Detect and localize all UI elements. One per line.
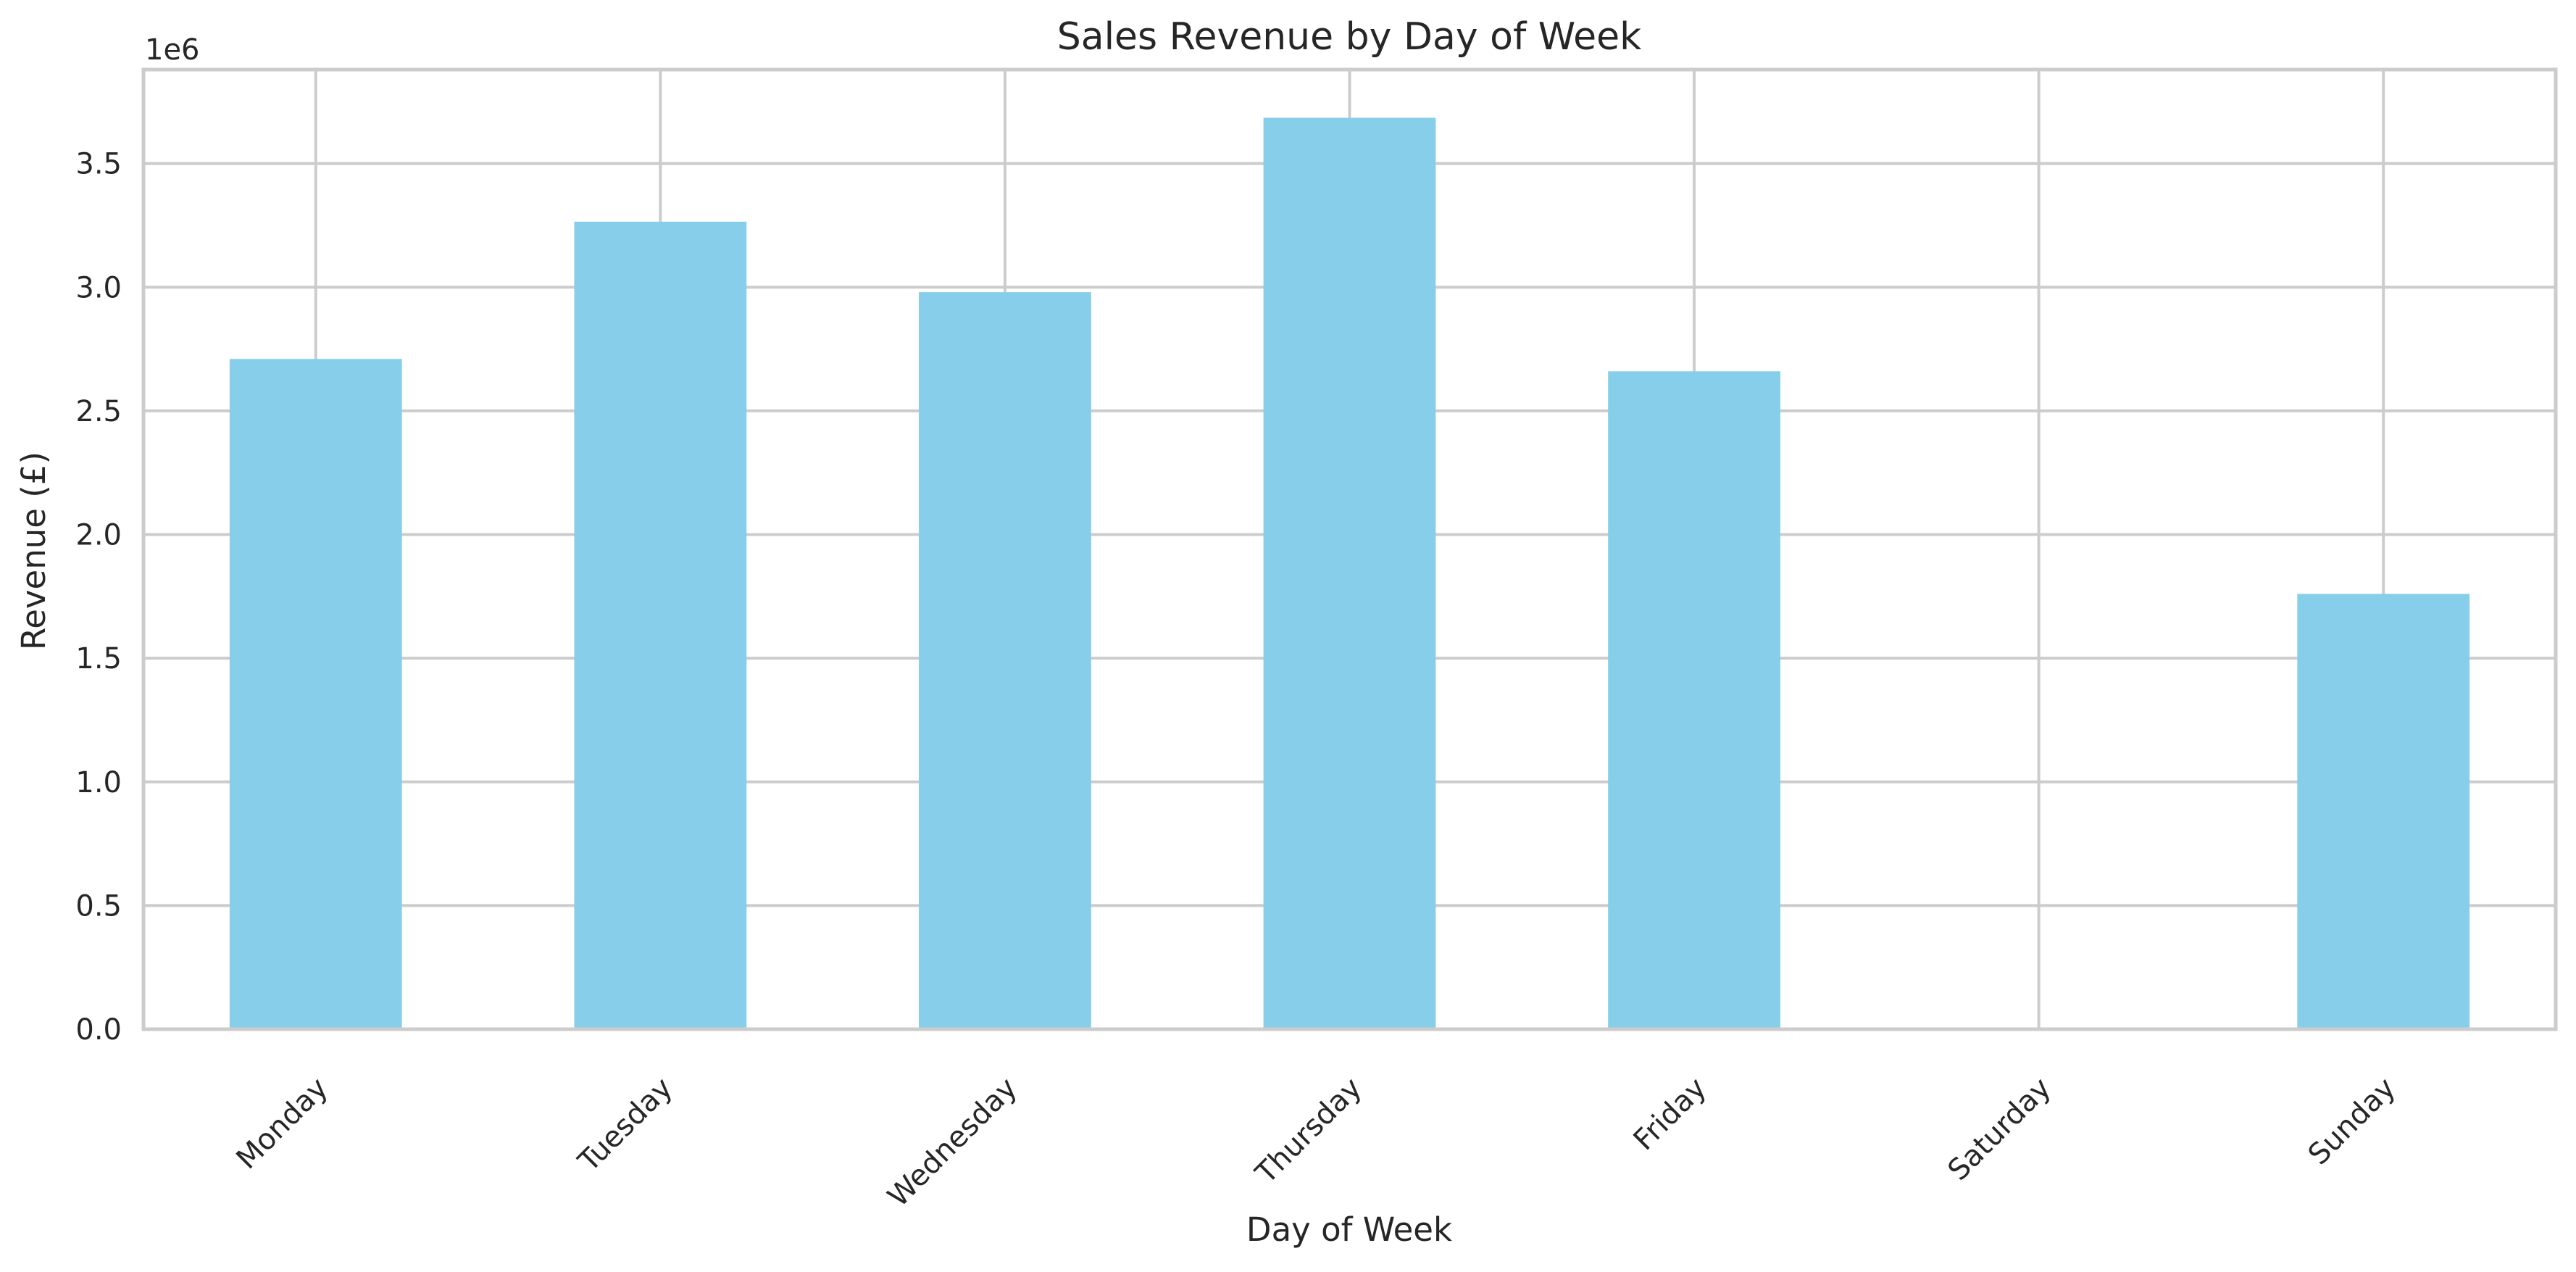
y-tick-label: 0.0 bbox=[75, 1013, 122, 1047]
y-tick-label: 2.0 bbox=[75, 519, 122, 552]
bar-tuesday bbox=[574, 221, 747, 1029]
y-tick-label: 3.5 bbox=[75, 148, 122, 181]
y-axis-label: Revenue (£) bbox=[14, 452, 53, 650]
bars bbox=[229, 117, 2470, 1029]
chart-title: Sales Revenue by Day of Week bbox=[1057, 15, 1642, 59]
bar-monday bbox=[229, 359, 402, 1029]
bar-wednesday bbox=[919, 292, 1091, 1029]
plot-frame bbox=[141, 67, 2558, 1031]
y-axis-offset-text: 1e6 bbox=[145, 33, 200, 67]
bar-thursday bbox=[1263, 117, 1436, 1029]
y-ticks: 0.0 0.5 1.0 1.5 2.0 2.5 3.0 3.5 bbox=[75, 148, 122, 1047]
y-tick-label: 3.0 bbox=[75, 271, 122, 304]
y-tick-label: 1.0 bbox=[75, 766, 122, 799]
x-axis-label: Day of Week bbox=[1246, 1210, 1452, 1249]
bar-sunday bbox=[2297, 594, 2470, 1029]
y-tick-label: 2.5 bbox=[75, 395, 122, 428]
y-tick-label: 1.5 bbox=[75, 642, 122, 676]
bar-friday bbox=[1608, 371, 1780, 1029]
y-tick-label: 0.5 bbox=[75, 889, 122, 923]
